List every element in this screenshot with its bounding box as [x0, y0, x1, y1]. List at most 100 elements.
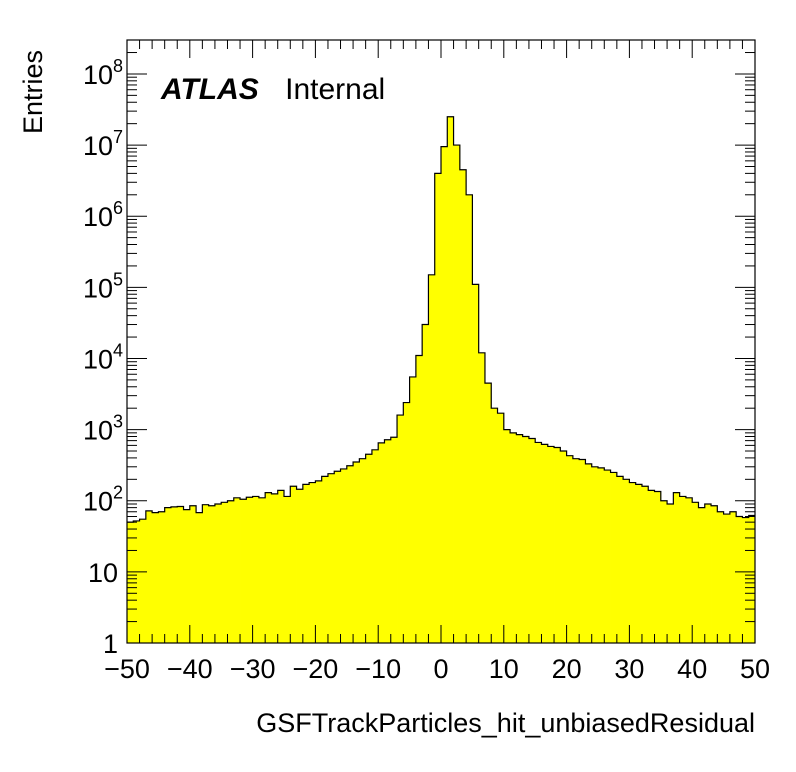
histogram-bin	[711, 505, 718, 643]
histogram-bin	[616, 476, 624, 643]
histogram-bin	[208, 505, 216, 643]
histogram-bin	[560, 451, 567, 643]
histogram-bin	[145, 510, 153, 643]
histogram-bin	[729, 511, 737, 643]
histogram-bin	[214, 503, 222, 643]
histogram-bin	[704, 503, 712, 643]
histogram-bin	[365, 454, 373, 643]
histogram-bin	[459, 169, 467, 643]
histogram-bin	[183, 509, 191, 643]
histogram-bin	[554, 447, 561, 643]
histogram-bin	[334, 471, 341, 643]
x-tick-labels: −50 −40 −30 −20 −10 0 10 20 30 40 50	[104, 654, 770, 684]
histogram-bin	[133, 520, 140, 643]
histogram-bin	[629, 482, 637, 643]
y-tick-label: 106	[83, 198, 123, 232]
y-tick-label: 103	[83, 412, 123, 446]
histogram-bin	[654, 491, 662, 643]
x-tick-label: −50	[104, 654, 150, 684]
y-axis-label: Entries	[18, 50, 48, 134]
x-tick-label: 20	[552, 654, 582, 684]
histogram-bin	[390, 437, 398, 643]
histogram-bin	[742, 517, 750, 643]
histogram-bin	[503, 429, 511, 643]
histogram-bin	[510, 432, 517, 643]
x-tick-label: 10	[489, 654, 519, 684]
histogram-bin	[240, 499, 247, 643]
histogram-bars	[127, 116, 756, 643]
histogram-bin	[315, 480, 323, 643]
histogram-bin	[202, 504, 210, 643]
histogram-bin	[585, 463, 593, 643]
y-tick-label: 1	[103, 629, 118, 659]
histogram-outline	[127, 116, 755, 523]
histogram-bin	[302, 484, 310, 643]
histogram-bin	[189, 505, 197, 643]
histogram-bin	[353, 462, 360, 643]
histogram-bin	[321, 476, 329, 643]
histogram-bin	[258, 497, 266, 643]
histogram-bin	[572, 458, 580, 643]
histogram-bin	[717, 511, 724, 643]
y-tick-label: 102	[83, 483, 123, 517]
histogram-bin	[422, 324, 429, 643]
histogram-bin	[296, 489, 304, 643]
histogram-bin	[221, 502, 228, 643]
histogram-bin	[170, 506, 178, 643]
histogram-bin	[327, 473, 335, 643]
atlas-internal-label: Internal	[285, 73, 385, 106]
histogram-bin	[667, 503, 674, 643]
y-tick-label: 10	[88, 558, 118, 588]
histogram-bin	[610, 472, 618, 643]
histogram-bin	[265, 492, 272, 643]
histogram-bin	[164, 507, 172, 643]
atlas-bold-label: ATLAS	[160, 73, 259, 106]
histogram-bin	[591, 466, 599, 643]
x-axis-label: GSFTrackParticles_hit_unbiasedResidual	[256, 708, 755, 738]
histogram-bin	[541, 444, 549, 643]
histogram-bin	[478, 352, 486, 643]
histogram-bin	[453, 145, 461, 643]
histogram-bin	[428, 274, 436, 643]
histogram-bin	[290, 486, 297, 643]
histogram-bin	[635, 484, 643, 643]
histogram-bin	[723, 514, 731, 643]
x-tick-label: −30	[230, 654, 276, 684]
histogram-bin	[660, 500, 668, 643]
y-tick-label: 105	[83, 269, 123, 303]
x-tick-label: 0	[433, 654, 448, 684]
histogram-bin	[384, 439, 392, 643]
histogram-bin	[679, 496, 687, 643]
x-tick-label: 50	[740, 654, 770, 684]
axis-ticks	[126, 39, 756, 644]
y-tick-label: 108	[83, 56, 123, 90]
histogram-bin	[152, 512, 159, 643]
x-tick-label: 30	[614, 654, 644, 684]
histogram-bin	[409, 376, 417, 643]
histogram-bin	[692, 502, 699, 643]
histogram-bin	[397, 415, 404, 643]
y-tick-labels: 1 10 102 103 104 105 106 107 108	[83, 56, 123, 659]
histogram-bin	[227, 500, 235, 643]
histogram-bin	[434, 173, 442, 643]
y-tick-label: 104	[83, 340, 123, 374]
histogram-bin	[378, 442, 385, 643]
histogram-bin	[516, 434, 524, 643]
x-tick-label: −10	[355, 654, 401, 684]
histogram-bin	[158, 511, 166, 643]
histogram-bin	[579, 459, 586, 643]
histogram-bin	[535, 442, 542, 643]
histogram-bin	[598, 467, 605, 643]
histogram-bin	[277, 490, 285, 643]
histogram-bin	[196, 512, 203, 643]
histogram-bin	[673, 492, 681, 643]
histogram-bin	[566, 455, 574, 643]
histogram-bin	[340, 468, 348, 643]
histogram-bin	[685, 497, 693, 643]
histogram-bin	[246, 497, 253, 643]
histogram-bin	[528, 438, 536, 643]
histogram-bin	[346, 465, 354, 643]
histogram-bin	[403, 402, 410, 643]
histogram-bin	[466, 194, 473, 643]
